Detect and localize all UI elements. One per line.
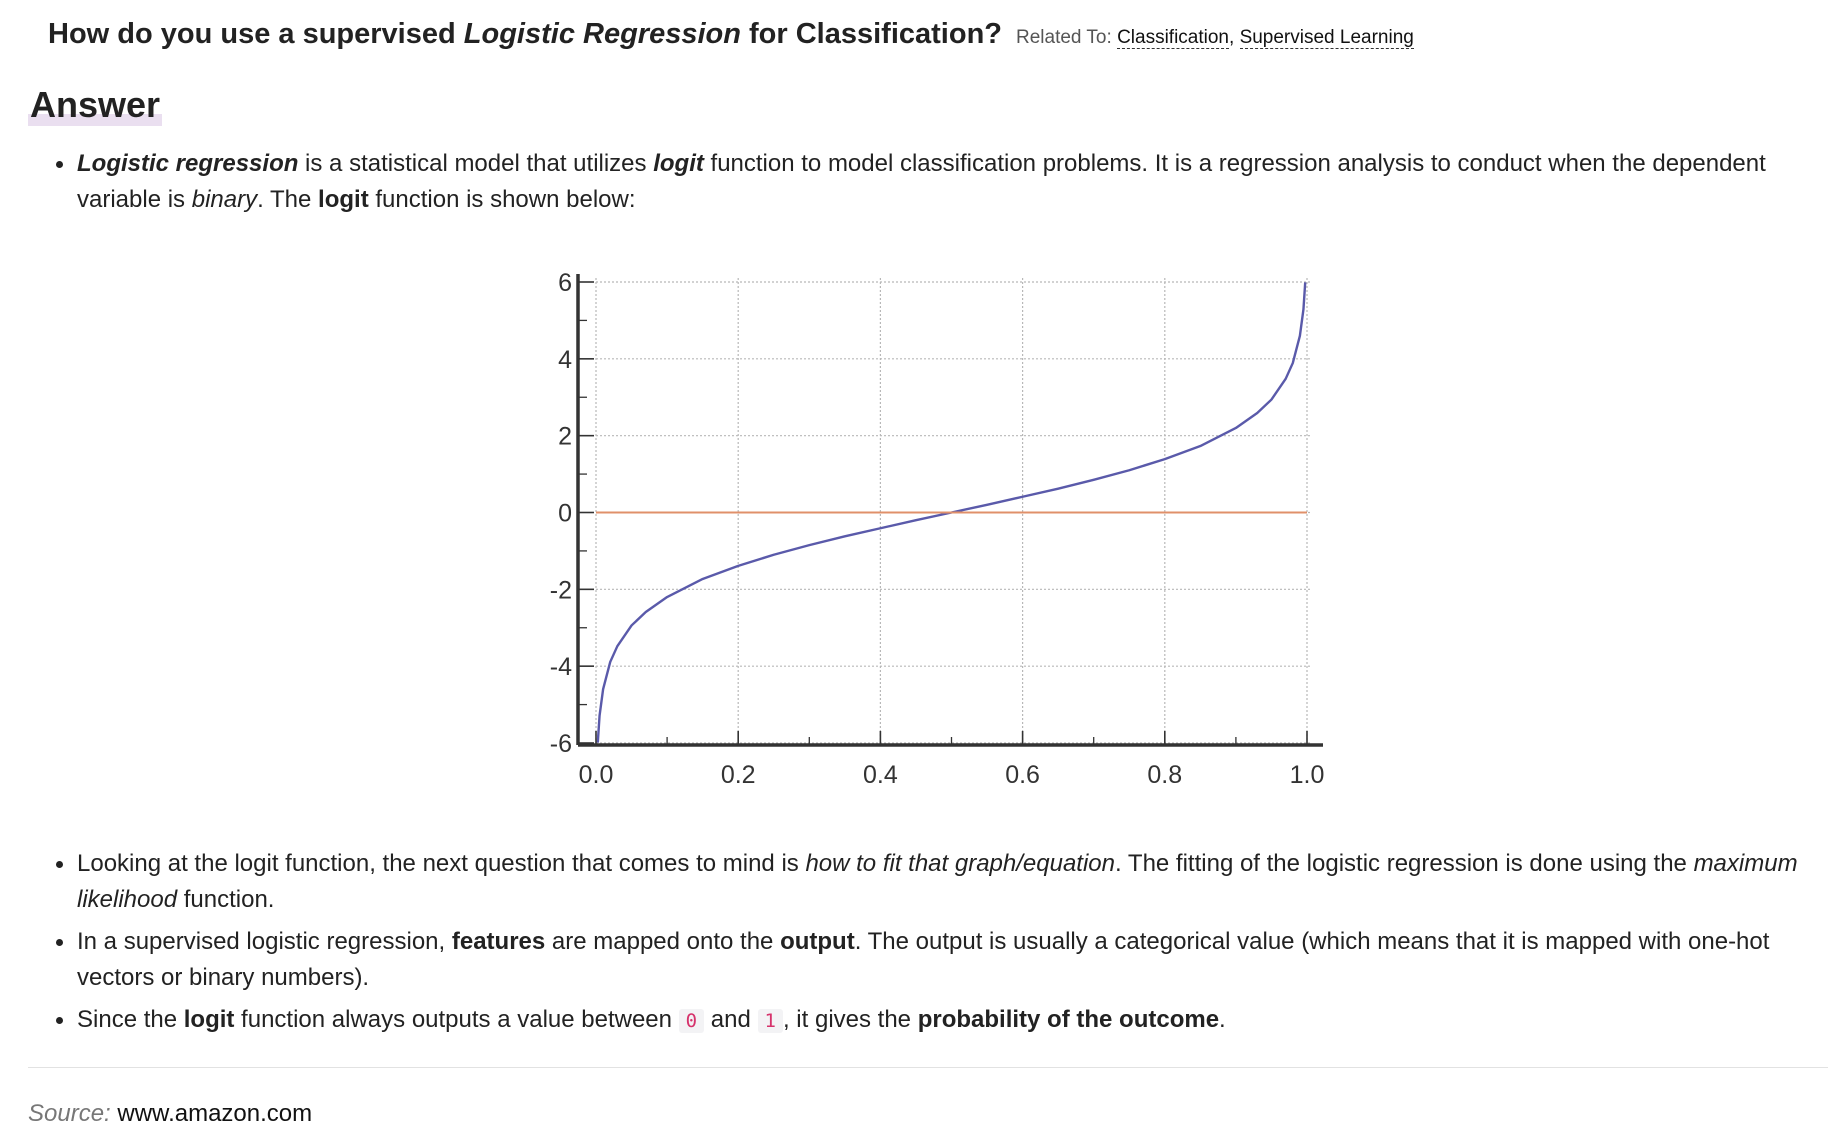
- related-link-supervised-learning[interactable]: Supervised Learning: [1239, 27, 1414, 49]
- logit-chart-svg: 6 4 2 0 -2 -4 -60.0 0.2 0.4 0.6 0.8 1.0: [550, 269, 1325, 789]
- bullet-text: is a statistical model that utilizes: [298, 150, 654, 177]
- y-tick-label: -4: [550, 653, 572, 681]
- x-tick-label: 0.2: [721, 761, 756, 789]
- x-tick-label: 1.0: [1290, 761, 1325, 789]
- term-logistic-regression: Logistic regression: [77, 150, 299, 177]
- chart-series: [596, 282, 1307, 743]
- question-title-prefix: How do you use a supervised: [48, 18, 464, 50]
- source-line: Source: www.amazon.com: [28, 1100, 312, 1128]
- answer-bullet-fitting: Looking at the logit function, the next …: [28, 846, 1818, 918]
- term-output: output: [780, 928, 855, 955]
- answer-heading: Answer: [28, 84, 163, 126]
- x-tick-label: 0.0: [579, 761, 614, 789]
- related-separator: ,: [1229, 27, 1235, 48]
- bullet-text: . The: [257, 186, 319, 213]
- term-probability-outcome: probability of the outcome: [917, 1006, 1220, 1033]
- answer-list-bottom: Looking at the logit function, the next …: [28, 846, 1818, 1039]
- bullet-text: . The output is usually a categorical va…: [77, 928, 1770, 991]
- y-tick-label: 0: [558, 500, 572, 528]
- bullet-text: Since the: [77, 1006, 184, 1033]
- question-title: How do you use a supervised Logistic Reg…: [48, 18, 1002, 51]
- bullet-text: In a supervised logistic regression,: [77, 928, 452, 955]
- x-tick-label: 0.8: [1147, 761, 1182, 789]
- bullet-text: function.: [177, 886, 275, 913]
- related-label: Related To:: [1016, 27, 1112, 48]
- question-title-emphasis: Logistic Regression: [463, 18, 741, 50]
- related-link-classification[interactable]: Classification: [1117, 27, 1229, 49]
- bullet-text: Looking at the logit function, the next …: [77, 850, 806, 877]
- y-tick-label: 4: [558, 346, 572, 374]
- related-topics: Related To: Classification, Supervised L…: [1016, 27, 1414, 49]
- chart-axes: [576, 274, 1323, 747]
- bullet-text: function to model classification problem…: [77, 150, 1766, 213]
- y-tick-label: -2: [550, 576, 572, 604]
- term-logit: logit: [183, 1006, 235, 1033]
- source-label: Source:: [28, 1100, 111, 1127]
- bullet-text: .: [1219, 1006, 1226, 1033]
- bullet-text: function is shown below:: [368, 186, 636, 213]
- y-tick-label: -6: [550, 730, 572, 758]
- y-tick-label: 2: [558, 423, 572, 451]
- code-zero: 0: [678, 1009, 705, 1033]
- x-tick-label: 0.6: [1005, 761, 1040, 789]
- question-header: How do you use a supervised Logistic Reg…: [48, 18, 1414, 51]
- answer-bullet-logistic-regression: Logistic regression is a statistical mod…: [28, 146, 1818, 218]
- y-tick-label: 6: [558, 269, 572, 297]
- x-tick-label: 0.4: [863, 761, 898, 789]
- question-title-suffix: for Classification?: [740, 18, 1002, 50]
- term-binary: binary: [191, 186, 258, 213]
- chart-tick-labels: 6 4 2 0 -2 -4 -60.0 0.2 0.4 0.6 0.8 1.0: [550, 269, 1325, 789]
- answer-bullet-probability: Since the logit function always outputs …: [28, 1002, 1818, 1039]
- code-one: 1: [757, 1009, 783, 1033]
- footer-divider: [28, 1067, 1828, 1068]
- bullet-text: and: [704, 1006, 758, 1033]
- term-fit-graph: how to fit that graph/equation: [805, 850, 1115, 877]
- answer-bullet-features: In a supervised logistic regression, fea…: [28, 924, 1818, 996]
- chart-grid: [595, 278, 1311, 744]
- logit-chart: 6 4 2 0 -2 -4 -6 0.0 0.2 0.4 0.6 0.8 1.0: [520, 256, 1340, 816]
- answer-list-top: Logistic regression is a statistical mod…: [28, 146, 1818, 218]
- term-logit-italic: logit: [653, 150, 704, 177]
- term-logit-bold: logit: [318, 186, 369, 213]
- bullet-text: , it gives the: [782, 1006, 918, 1033]
- bullet-text: are mapped onto the: [545, 928, 781, 955]
- bullet-text: function always outputs a value between: [234, 1006, 679, 1033]
- source-link[interactable]: www.amazon.com: [117, 1100, 313, 1127]
- term-features: features: [451, 928, 546, 955]
- term-maximum-likelihood: maximum likelihood: [77, 850, 1798, 913]
- bullet-text: . The fitting of the logistic regression…: [1115, 850, 1694, 877]
